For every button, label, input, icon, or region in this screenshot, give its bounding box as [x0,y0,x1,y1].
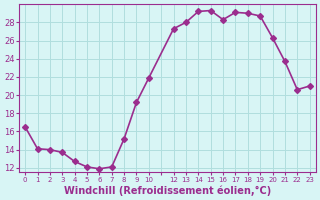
X-axis label: Windchill (Refroidissement éolien,°C): Windchill (Refroidissement éolien,°C) [64,185,271,196]
